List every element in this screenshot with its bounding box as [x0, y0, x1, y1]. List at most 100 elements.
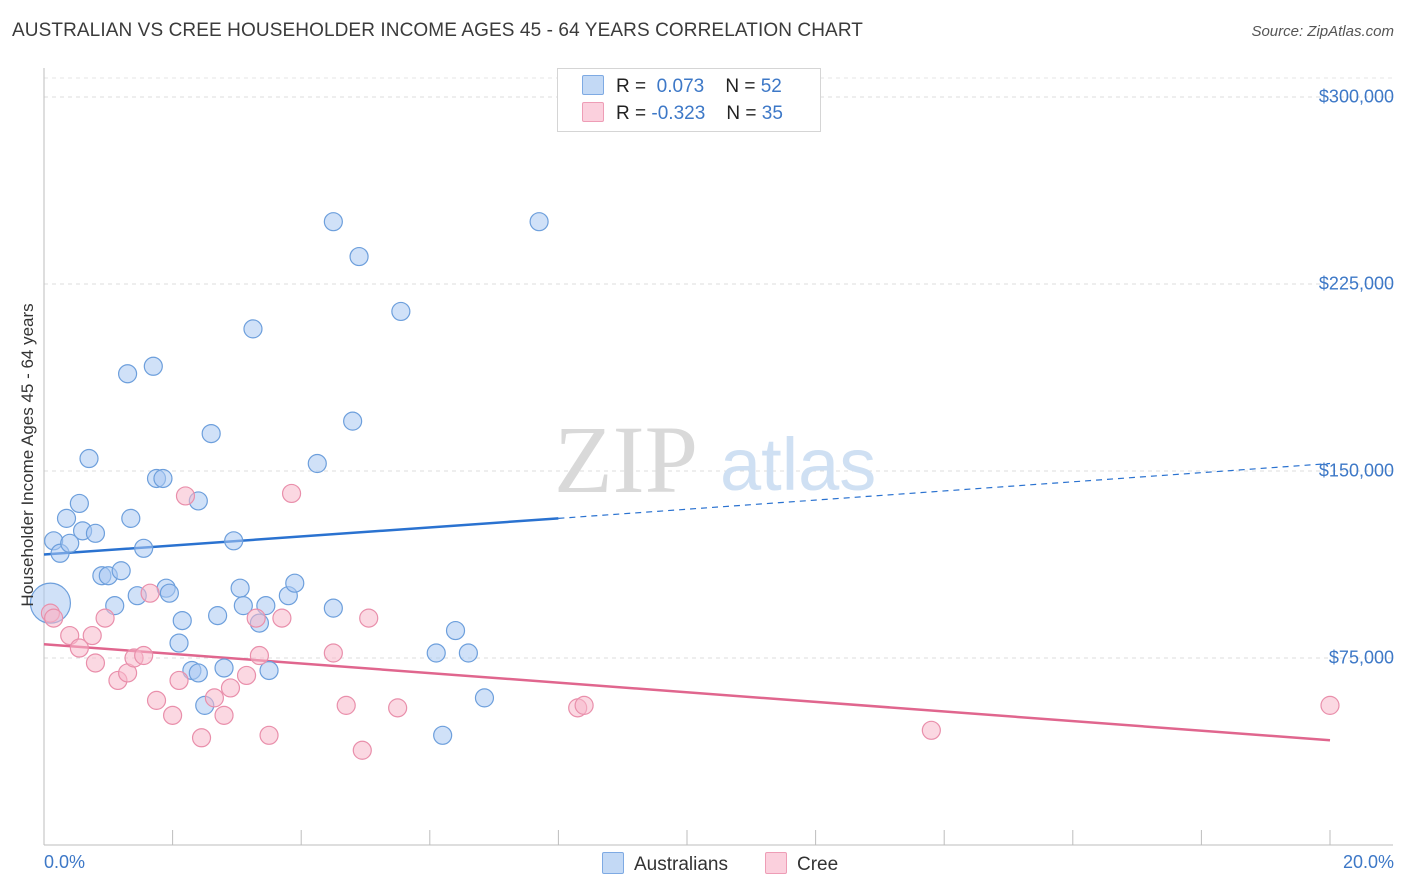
r-value: -0.323: [651, 103, 706, 124]
point-cree: [281, 483, 302, 504]
point-cree: [44, 608, 64, 628]
point-australians: [159, 583, 179, 603]
gridlines: [44, 77, 1393, 659]
point-cree: [272, 608, 292, 628]
point-australians: [56, 508, 77, 528]
point-cree: [95, 608, 115, 628]
trend-line-australians-extension: [558, 462, 1331, 519]
stats-row-australians: R = 0.073 N = 52: [582, 75, 782, 97]
point-australians: [433, 725, 453, 745]
x-tick-max: 20.0%: [1342, 852, 1394, 872]
point-cree: [69, 638, 89, 658]
chart-title: AUSTRALIAN VS CREE HOUSEHOLDER INCOME AG…: [12, 20, 863, 41]
r-value: 0.073: [656, 76, 705, 97]
legend-item-cree[interactable]: Cree: [765, 852, 838, 876]
stats-row-cree: R = -0.323 N = 35: [582, 102, 783, 124]
point-cree: [163, 705, 183, 725]
point-cree: [140, 583, 160, 603]
point-cree: [82, 625, 102, 646]
point-australians: [343, 411, 363, 431]
point-australians: [243, 319, 263, 339]
legend-swatch-cree: [765, 852, 787, 874]
point-australians: [79, 448, 99, 469]
point-australians: [391, 301, 411, 322]
n-value: 52: [760, 76, 782, 97]
point-australians: [529, 212, 549, 232]
point-cree: [220, 678, 241, 698]
swatch-cree: [582, 102, 604, 122]
point-cree: [246, 608, 266, 628]
n-label: N =: [725, 76, 756, 97]
point-australians: [233, 596, 253, 616]
n-label: N =: [726, 103, 757, 124]
r-label: R =: [616, 76, 647, 97]
point-australians: [259, 660, 279, 681]
point-australians: [208, 606, 228, 626]
point-cree: [214, 705, 234, 725]
point-australians: [188, 663, 208, 683]
source-label: Source: ZipAtlas.com: [1251, 23, 1394, 40]
point-cree: [85, 653, 106, 673]
point-cree: [574, 695, 594, 715]
point-australians: [458, 643, 478, 663]
point-cree: [1320, 695, 1340, 715]
watermark-atlas: atlas: [720, 423, 876, 506]
n-value: 35: [761, 103, 783, 124]
trend-line-australians: [43, 517, 559, 556]
point-australians: [445, 620, 466, 641]
point-australians: [111, 561, 131, 581]
y-tick-label: $75,000: [1328, 647, 1394, 668]
point-australians: [153, 468, 173, 489]
r-label: R =: [616, 103, 647, 124]
point-cree: [359, 608, 379, 628]
y-axis-label: Householder Income Ages 45 - 64 years: [18, 303, 37, 607]
point-australians: [285, 573, 305, 593]
point-australians: [323, 212, 343, 232]
point-cree: [259, 725, 279, 745]
point-australians: [307, 453, 327, 474]
legend-item-australians[interactable]: Australians: [602, 852, 728, 876]
point-cree: [352, 740, 372, 760]
point-australians: [201, 424, 221, 444]
point-australians: [134, 538, 154, 558]
x-tick-min: 0.0%: [44, 852, 86, 872]
point-australians: [224, 531, 244, 551]
point-australians: [60, 533, 80, 553]
watermark: ZIP atlas: [554, 406, 876, 513]
point-australians: [172, 610, 192, 631]
legend-label-australians: Australians: [634, 854, 728, 875]
point-australians: [230, 578, 250, 598]
watermark-zip: ZIP: [554, 406, 698, 513]
point-cree: [146, 690, 167, 710]
point-australians: [323, 598, 343, 618]
point-cree: [134, 645, 154, 666]
point-australians: [349, 246, 369, 267]
swatch-australians: [582, 75, 604, 95]
y-tick-label: $300,000: [1318, 86, 1394, 107]
point-cree: [249, 645, 270, 666]
point-australians: [143, 356, 163, 376]
point-cree: [169, 670, 189, 691]
point-australians: [169, 633, 189, 653]
point-cree: [336, 695, 356, 715]
axes: [43, 68, 1393, 846]
data-points: [29, 212, 1340, 760]
point-australians: [121, 508, 141, 528]
point-australians: [426, 643, 446, 663]
point-australians: [69, 493, 89, 514]
point-australians: [117, 364, 138, 384]
point-cree: [204, 688, 224, 708]
point-australians: [85, 523, 106, 543]
point-cree: [921, 720, 941, 740]
point-australians: [474, 688, 495, 708]
stats-legend: R = 0.073 N = 52 R = -0.323 N = 35: [557, 68, 821, 132]
legend-label-cree: Cree: [797, 854, 839, 875]
y-tick-label: $150,000: [1318, 460, 1394, 481]
y-tick-label: $225,000: [1318, 273, 1394, 294]
point-australians: [214, 658, 234, 678]
point-cree: [323, 643, 343, 663]
point-cree: [175, 486, 196, 506]
legend-swatch-australians: [602, 852, 624, 874]
point-cree: [388, 698, 408, 718]
